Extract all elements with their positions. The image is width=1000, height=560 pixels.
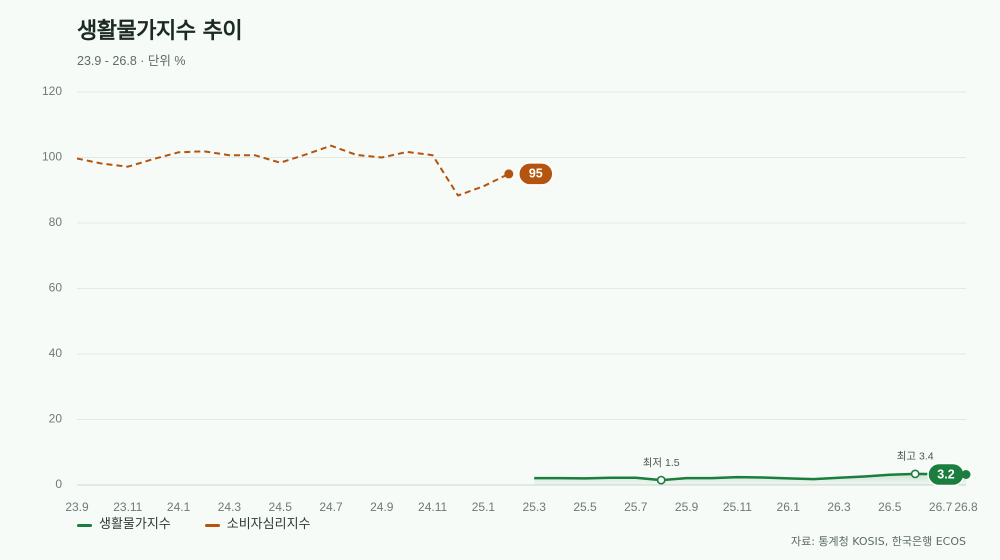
x-tick-label: 26.7 [929,500,953,514]
data-point[interactable] [303,152,309,158]
legend-label: 소비자심리지수 [226,517,311,532]
x-tick-label: 24.1 [167,500,191,514]
data-point[interactable] [684,475,690,481]
x-tick-label: 23.11 [113,500,142,514]
x-tick-label: 24.7 [319,500,343,514]
data-point[interactable] [201,148,207,154]
y-tick-label: 0 [55,477,62,491]
data-point[interactable] [176,149,182,155]
x-tick-label: 26.1 [777,500,801,514]
data-point[interactable] [125,164,131,170]
end-value-label: 3.2 [937,467,954,481]
x-tick-label: 24.11 [418,500,447,514]
data-point[interactable] [887,472,893,478]
data-point[interactable] [785,475,791,481]
data-point[interactable] [74,156,80,162]
end-point-marker [504,169,514,179]
data-point[interactable] [277,160,283,166]
data-point[interactable] [607,475,613,481]
series-line-living-price-index [534,472,967,482]
data-point[interactable] [226,152,232,158]
data-point[interactable] [633,475,639,481]
annotation-label: 최고 3.4 [897,451,934,463]
data-point[interactable] [404,149,410,155]
y-tick-label: 40 [49,346,63,360]
data-point[interactable] [430,152,436,158]
data-point[interactable] [252,152,258,158]
x-tick-label: 24.5 [269,500,293,514]
y-tick-label: 80 [49,215,63,229]
x-tick-label: 26.3 [827,500,851,514]
series-living-price-index [531,472,967,485]
data-point[interactable] [836,475,842,481]
data-point[interactable] [353,152,359,158]
end-point-marker [961,470,971,479]
y-axis: 0 20 40 60 80 100 120 [42,84,966,491]
x-tick-label: 24.9 [370,500,394,514]
annotation-label: 최저 1.5 [643,457,680,469]
data-point[interactable] [861,474,867,480]
x-tick-label: 26.8 [954,500,978,514]
x-tick-label: 25.11 [723,500,752,514]
y-tick-label: 100 [42,150,62,164]
y-tick-label: 20 [49,412,63,426]
data-point[interactable] [480,183,486,189]
series-line-consumer-sentiment-index [76,144,510,197]
data-point[interactable] [709,475,715,481]
end-label-pill [518,162,554,186]
data-point[interactable] [328,143,334,149]
chart-title: 생활물가지수 추이 [77,19,243,44]
y-tick-label: 60 [49,281,63,295]
data-point[interactable] [557,475,563,481]
series-area-living-price-index [534,473,966,485]
data-point[interactable] [531,475,537,481]
x-tick-label: 24.3 [218,500,242,514]
end-label-living-price-index: 3.2 [927,462,971,487]
end-label-consumer-sentiment-index: 95 [504,162,554,186]
annotation-marker [910,469,920,479]
annotation-marker [656,475,666,485]
legend-swatch [204,523,220,527]
data-point[interactable] [455,193,461,199]
data-point[interactable] [379,155,385,161]
data-point[interactable] [150,156,156,162]
end-value-label: 95 [529,167,543,181]
chart-subtitle: 23.9 - 26.8 · 단위 % [77,54,186,68]
source-note: 자료: 통계청 KOSIS, 한국은행 ECOS [790,535,966,548]
legend-label: 생활물가지수 [99,517,171,532]
data-point[interactable] [811,476,817,482]
data-point[interactable] [734,474,740,480]
series-consumer-sentiment-index [74,143,510,199]
data-point[interactable] [760,475,766,481]
annotations: 최저 1.5 최고 3.4 [643,451,934,485]
data-point[interactable] [582,475,588,481]
x-tick-label: 25.3 [523,500,547,514]
legend-item-consumer-sentiment-index[interactable]: 소비자심리지수 [204,515,311,535]
data-point[interactable] [99,161,105,167]
y-tick-label: 120 [42,84,62,98]
x-tick-label: 25.1 [472,500,496,514]
x-tick-label: 25.9 [675,500,699,514]
legend: 생활물가지수 소비자심리지수 [77,515,311,535]
x-axis: 23.9 23.11 24.1 24.3 24.5 24.7 24.9 24.11 25.1 25… [65,500,978,514]
x-tick-label: 26.5 [878,500,902,514]
x-tick-label: 25.7 [624,500,648,514]
legend-swatch [77,523,92,527]
legend-item-living-price-index[interactable]: 생활물가지수 [77,515,171,535]
x-tick-label: 23.9 [65,500,89,514]
x-tick-label: 25.5 [573,500,597,514]
